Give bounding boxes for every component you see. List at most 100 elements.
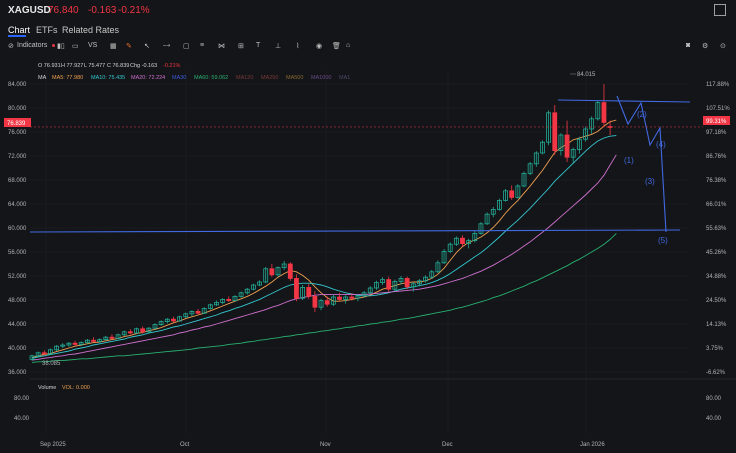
- candle-up: [60, 344, 66, 347]
- trash-icon[interactable]: 🗑: [332, 43, 341, 50]
- ma1-label: MA1: [339, 75, 350, 81]
- ma1000-label: MA1000: [311, 75, 332, 81]
- candle-up: [398, 277, 404, 282]
- ma500-label: MA500: [286, 75, 303, 81]
- shape-icon[interactable]: ▢: [183, 43, 190, 50]
- measure-icon[interactable]: ⊞: [238, 43, 244, 50]
- candle-down: [312, 295, 318, 308]
- price-tick-label: 52.000: [8, 274, 27, 280]
- candle-up: [355, 295, 361, 299]
- candle-up: [576, 138, 582, 150]
- tab-etfs[interactable]: ETFs: [36, 25, 58, 35]
- pct-tick-label: 76.38%: [706, 178, 727, 184]
- pct-tick-label: 45.26%: [706, 250, 727, 256]
- candle-up: [441, 250, 447, 264]
- ma10-value: MA10: 75.435: [91, 75, 125, 81]
- date-tick-label: Oct: [180, 442, 190, 448]
- price-tick-label: 64.000: [8, 202, 27, 208]
- candle-up: [527, 163, 533, 174]
- low-label: 38.085: [42, 361, 61, 367]
- lock-icon[interactable]: ⌂: [346, 42, 351, 49]
- trendline-icon[interactable]: ⤍: [163, 42, 171, 49]
- eye-icon[interactable]: ◉: [316, 43, 323, 50]
- date-tick-label: Sep 2025: [40, 442, 66, 448]
- candle-up: [263, 268, 269, 283]
- wave-label: (2): [637, 110, 647, 119]
- candle-up: [583, 128, 588, 140]
- candle-up: [392, 280, 398, 290]
- candle-up: [558, 134, 564, 151]
- indicators-button[interactable]: Indicators: [17, 42, 48, 49]
- candle-up: [410, 283, 416, 288]
- ma60-value: MA60: 59.062: [194, 75, 228, 81]
- candle-down: [72, 342, 78, 345]
- fib-icon[interactable]: ≡: [200, 42, 205, 49]
- wave-label: (4): [656, 140, 666, 149]
- price-change: -0.163: [88, 5, 117, 16]
- price-tick-label: 56.000: [8, 250, 27, 256]
- volume-value: VOL: 0.000: [62, 385, 90, 391]
- compare-icon[interactable]: ▭: [72, 43, 79, 50]
- candle-down: [41, 352, 47, 355]
- tab-related-rates[interactable]: Related Rates: [62, 25, 120, 35]
- camera-icon[interactable]: ◙: [686, 42, 691, 49]
- volume-tick-label: 40.00: [14, 416, 30, 422]
- reset-icon[interactable]: ⊙: [720, 43, 726, 50]
- candle-type-icon[interactable]: ▮▯: [57, 43, 65, 50]
- tab-chart[interactable]: Chart: [8, 25, 31, 35]
- candle-up: [281, 263, 287, 268]
- date-tick-label: Dec: [442, 442, 453, 448]
- text-icon[interactable]: T: [256, 42, 261, 49]
- candle-up: [48, 349, 53, 355]
- price-tick-label: 44.000: [8, 322, 27, 328]
- candle-up: [146, 327, 152, 333]
- wave-label: (3): [645, 177, 655, 186]
- candle-up: [472, 232, 478, 241]
- candle-down: [509, 190, 515, 198]
- candle-down: [386, 279, 392, 290]
- candle-up: [29, 355, 35, 360]
- candle-up: [134, 328, 139, 334]
- candle-up: [423, 276, 429, 282]
- candle-up: [453, 237, 459, 245]
- settings-icon[interactable]: ⚙: [702, 43, 709, 50]
- price-tick-label: 48.000: [8, 298, 27, 304]
- candle-up: [35, 352, 41, 357]
- pct-tick-label: 24.50%: [706, 298, 727, 304]
- indicators-icon[interactable]: ⊘: [8, 43, 14, 50]
- elliott-wave-path: [616, 95, 667, 233]
- candle-up: [515, 185, 521, 198]
- candle-down: [601, 102, 607, 123]
- candle-up: [417, 280, 422, 285]
- pct-tick-label: 34.88%: [706, 274, 727, 280]
- price-tick-label: 72.000: [8, 154, 27, 160]
- ma-line-ma5: [31, 119, 617, 359]
- ruler-icon[interactable]: ⊥: [275, 43, 282, 50]
- resistance-line: [557, 99, 691, 103]
- candle-down: [171, 318, 176, 322]
- wave-label: (1): [624, 156, 634, 165]
- candle-down: [91, 339, 96, 342]
- price-tick-label: 36.000: [8, 370, 27, 376]
- candle-down: [269, 268, 275, 276]
- ohlc-open: O 76.931: [38, 63, 61, 69]
- candle-up: [570, 148, 576, 158]
- candle-up: [367, 287, 373, 294]
- last-pct-tag: [703, 116, 730, 125]
- calendar-icon[interactable]: ▦: [110, 43, 117, 50]
- pattern-icon[interactable]: ⋈: [218, 43, 225, 50]
- brush-icon[interactable]: ⌇: [296, 43, 300, 50]
- candle-down: [324, 300, 330, 305]
- draw-icon[interactable]: ✎: [126, 43, 132, 50]
- fullscreen-icon[interactable]: [714, 4, 726, 16]
- candle-up: [214, 301, 219, 306]
- pct-tick-label: 86.76%: [706, 154, 727, 160]
- ma30-label: MA30: [172, 75, 186, 81]
- candle-up: [300, 286, 306, 299]
- candle-up: [84, 339, 90, 344]
- candle-up: [207, 304, 213, 309]
- compare-button[interactable]: VS: [88, 42, 98, 49]
- cursor-icon[interactable]: ↖: [144, 43, 150, 50]
- ma20-value: MA20: 72.224: [131, 75, 165, 81]
